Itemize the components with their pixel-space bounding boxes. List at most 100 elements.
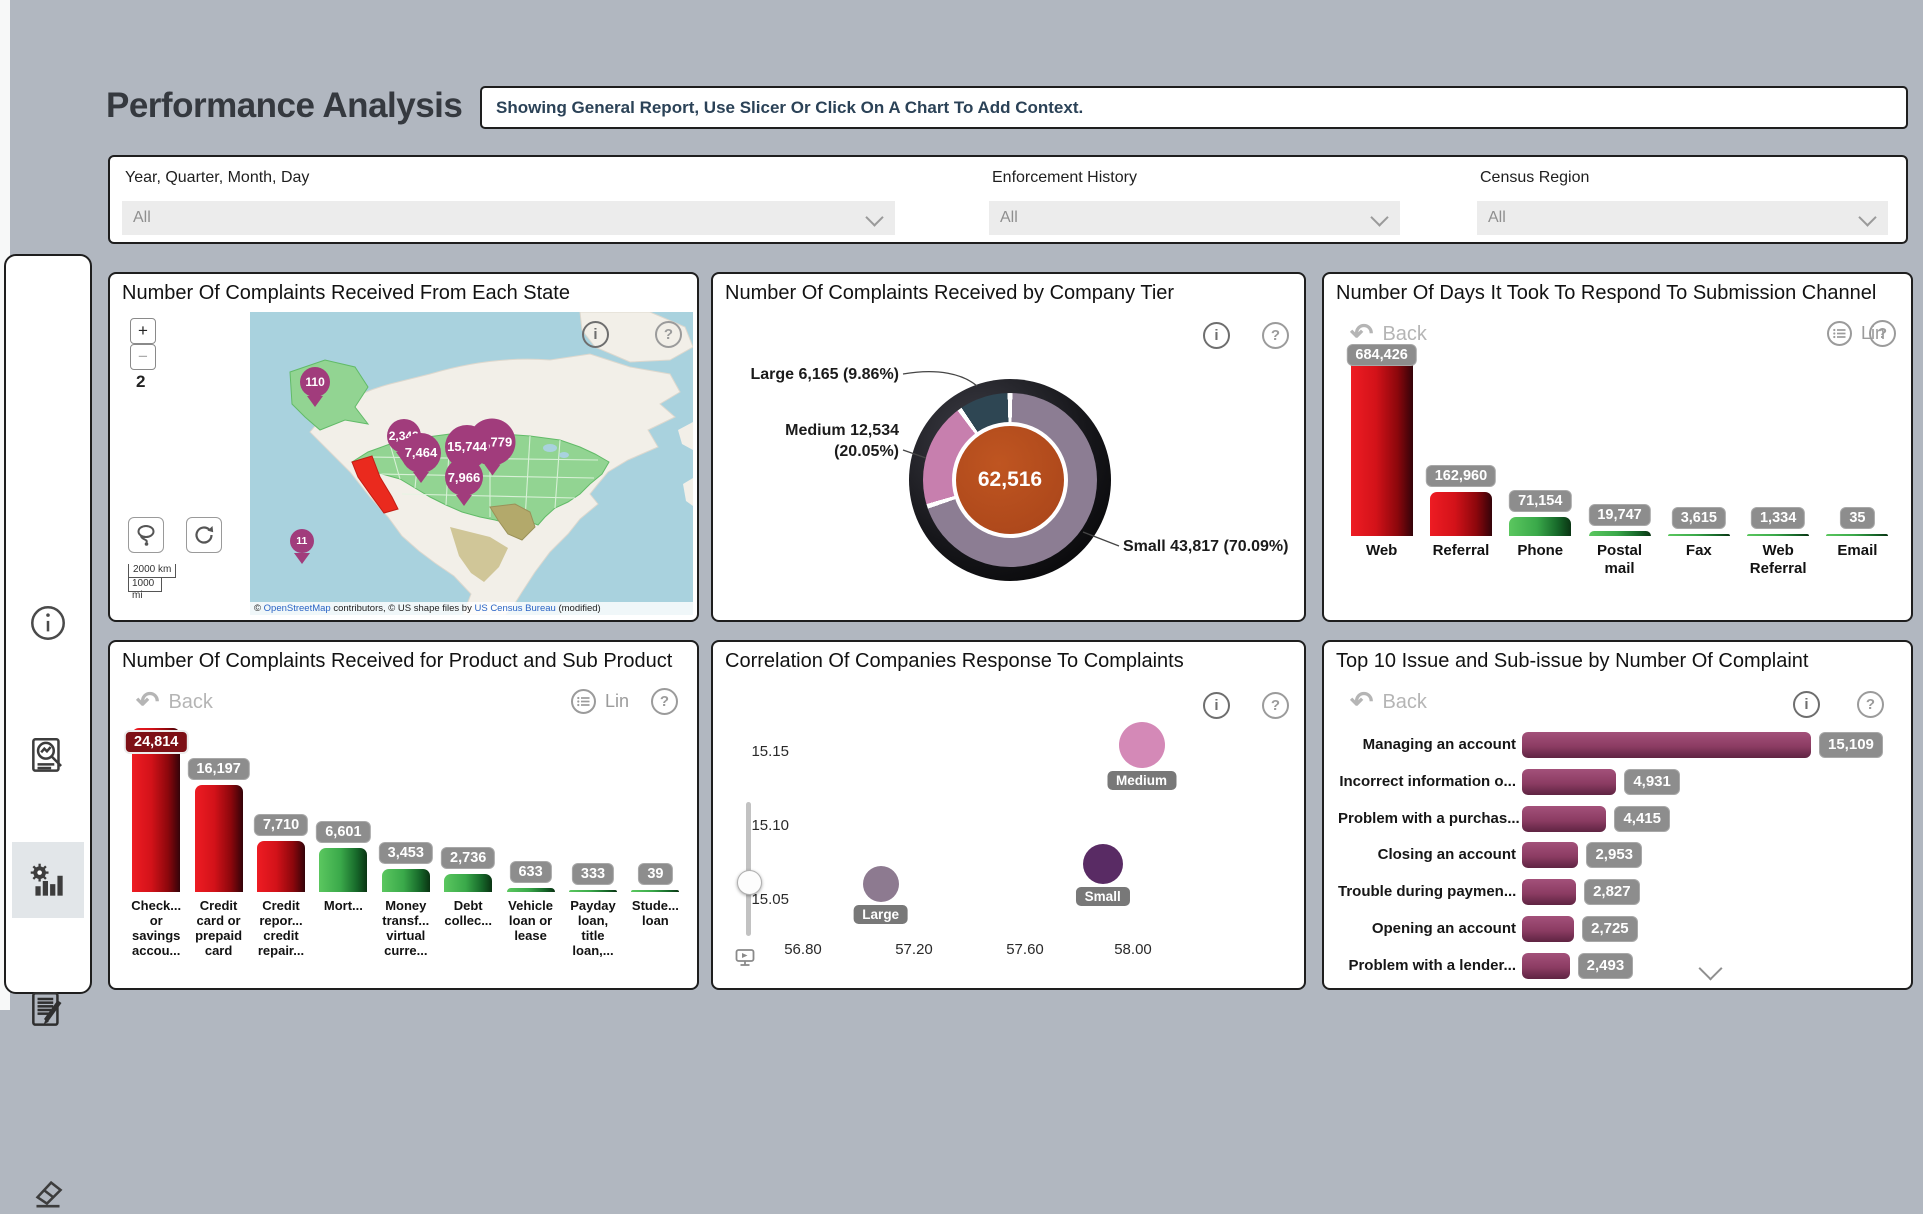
- panel-title: Number Of Complaints Received From Each …: [122, 282, 570, 304]
- report-search-icon: [32, 737, 62, 772]
- value-badge: 2,827: [1584, 879, 1640, 905]
- panel-info-icon[interactable]: i: [1793, 691, 1820, 718]
- value-badge: 19,747: [1588, 503, 1651, 526]
- value-badge: 39: [638, 862, 673, 885]
- panel-info-icon[interactable]: i: [582, 321, 609, 348]
- issue-bar[interactable]: [1522, 732, 1811, 758]
- map-scale: 2000 km 1000 mi: [128, 564, 177, 601]
- scatter-bubble-medium[interactable]: [1118, 721, 1165, 768]
- scale-toggle[interactable]: Lin: [570, 688, 629, 715]
- sidebar-item-eraser[interactable]: [25, 1168, 71, 1214]
- slicer-dropdown-enforcement[interactable]: All: [989, 201, 1400, 235]
- value-badge: 2,725: [1582, 916, 1638, 942]
- issue-label: Problem with a purchas...: [1338, 810, 1520, 827]
- legend-list-icon: [1826, 321, 1852, 346]
- bubble-label: Large: [853, 904, 909, 924]
- refresh-icon: [195, 526, 214, 544]
- play-axis-icon[interactable]: [735, 948, 759, 967]
- legend-list-icon: [571, 689, 596, 714]
- bar-web[interactable]: [1350, 350, 1413, 536]
- bar-email[interactable]: [1826, 533, 1889, 536]
- sidebar-item-info[interactable]: [25, 600, 71, 646]
- value-badge: 16,197: [187, 757, 250, 780]
- map-pin[interactable]: 11: [289, 529, 314, 554]
- map-pin[interactable]: 7,966: [444, 458, 483, 497]
- eraser-icon: [35, 1180, 63, 1208]
- slicer-label-region: Census Region: [1480, 169, 1590, 186]
- category-label: Phone: [1517, 542, 1564, 559]
- panel-title: Number Of Days It Took To Respond To Sub…: [1336, 282, 1877, 304]
- sidebar-item-report-search[interactable]: [25, 733, 71, 779]
- category-label: Mort...: [323, 898, 363, 913]
- value-badge: 15,109: [1819, 732, 1883, 758]
- map-canvas[interactable]: 110 11 2,342 18,779 15,744 7,464 7,966 ©…: [250, 312, 693, 615]
- value-badge: 633: [509, 860, 552, 883]
- issue-bar[interactable]: [1522, 769, 1617, 795]
- back-button[interactable]: ↶ Back: [1350, 318, 1427, 349]
- bar-payday-loan[interactable]: [569, 889, 617, 892]
- issue-bar[interactable]: [1522, 953, 1570, 979]
- map-pin[interactable]: 110: [300, 366, 331, 397]
- census-bureau-link[interactable]: US Census Bureau: [474, 603, 556, 614]
- scatter-bubble-small[interactable]: [1082, 844, 1123, 885]
- value-badge: 6,601: [316, 821, 371, 844]
- back-button[interactable]: ↶ Back: [136, 686, 213, 717]
- dropdown-value: All: [133, 209, 151, 226]
- panel-help-icon[interactable]: ?: [651, 688, 678, 715]
- x-axis-tick: 56.80: [784, 941, 822, 958]
- panel-info-icon[interactable]: i: [1203, 322, 1230, 349]
- bar-checking-savings[interactable]: [132, 728, 181, 892]
- map-zoom-out-button[interactable]: −: [130, 344, 156, 370]
- bar-fax[interactable]: [1667, 533, 1730, 536]
- issue-label: Incorrect information o...: [1339, 773, 1516, 790]
- back-button[interactable]: ↶ Back: [1350, 686, 1427, 717]
- value-badge: 2,953: [1586, 842, 1643, 868]
- map-pin[interactable]: 7,464: [400, 432, 441, 473]
- issue-bar[interactable]: [1522, 842, 1579, 868]
- panel-help-icon[interactable]: ?: [1869, 320, 1896, 347]
- value-badge: 3,615: [1671, 506, 1726, 529]
- issue-bar[interactable]: [1522, 806, 1607, 832]
- callout-small: Small 43,817 (70.09%): [1123, 538, 1289, 555]
- bar-student-loan[interactable]: [631, 889, 680, 892]
- issue-bar[interactable]: [1522, 916, 1575, 942]
- bar-mortgage[interactable]: [319, 848, 368, 892]
- map-attribution: © OpenStreetMap contributors, © US shape…: [250, 602, 693, 615]
- bar-web-referral[interactable]: [1747, 533, 1810, 536]
- openstreetmap-link[interactable]: OpenStreetMap: [263, 603, 331, 614]
- bar-credit-card[interactable]: [194, 784, 243, 892]
- panel-help-icon[interactable]: ?: [655, 321, 682, 348]
- value-badge: 4,415: [1614, 806, 1670, 832]
- slicer-dropdown-region[interactable]: All: [1477, 201, 1888, 235]
- bar-phone[interactable]: [1509, 516, 1572, 536]
- sidebar-item-edit-report[interactable]: [25, 987, 71, 1033]
- value-badge: 3,453: [378, 842, 433, 865]
- bar-debt-collection[interactable]: [444, 873, 493, 892]
- value-badge: 4,931: [1624, 769, 1680, 795]
- issue-row: Problem with a lender... 2,493: [1338, 952, 1904, 980]
- bar-postal-mail[interactable]: [1588, 530, 1651, 536]
- panel-help-icon[interactable]: ?: [1262, 322, 1289, 349]
- donut-center-total: 62,516: [956, 426, 1064, 534]
- scatter-bubble-large[interactable]: [862, 865, 899, 902]
- panel-info-icon[interactable]: i: [1203, 692, 1230, 719]
- bar-referral[interactable]: [1429, 491, 1492, 536]
- bar-vehicle-loan[interactable]: [506, 887, 555, 892]
- y-axis-tick: 15.10: [751, 817, 789, 834]
- y-axis-slider-thumb[interactable]: [737, 870, 762, 895]
- slicer-dropdown-date[interactable]: All: [122, 201, 895, 235]
- bar-money-transfer[interactable]: [381, 869, 430, 892]
- value-badge: 7,710: [253, 814, 309, 837]
- value-badge: 2,493: [1577, 953, 1634, 979]
- context-banner: Showing General Report, Use Slicer Or Cl…: [480, 86, 1908, 129]
- issue-row: Trouble during paymen... 2,827: [1338, 878, 1904, 906]
- sidebar-item-chart-settings[interactable]: [25, 858, 71, 904]
- y-axis-slider-track[interactable]: [746, 802, 751, 936]
- issue-bar[interactable]: [1522, 879, 1577, 905]
- bar-credit-reporting[interactable]: [257, 841, 305, 892]
- panel-help-icon[interactable]: ?: [1262, 692, 1289, 719]
- map-zoom-in-button[interactable]: +: [130, 318, 156, 344]
- lasso-select-button[interactable]: [128, 517, 164, 553]
- panel-help-icon[interactable]: ?: [1857, 691, 1884, 718]
- refresh-button[interactable]: [186, 517, 222, 553]
